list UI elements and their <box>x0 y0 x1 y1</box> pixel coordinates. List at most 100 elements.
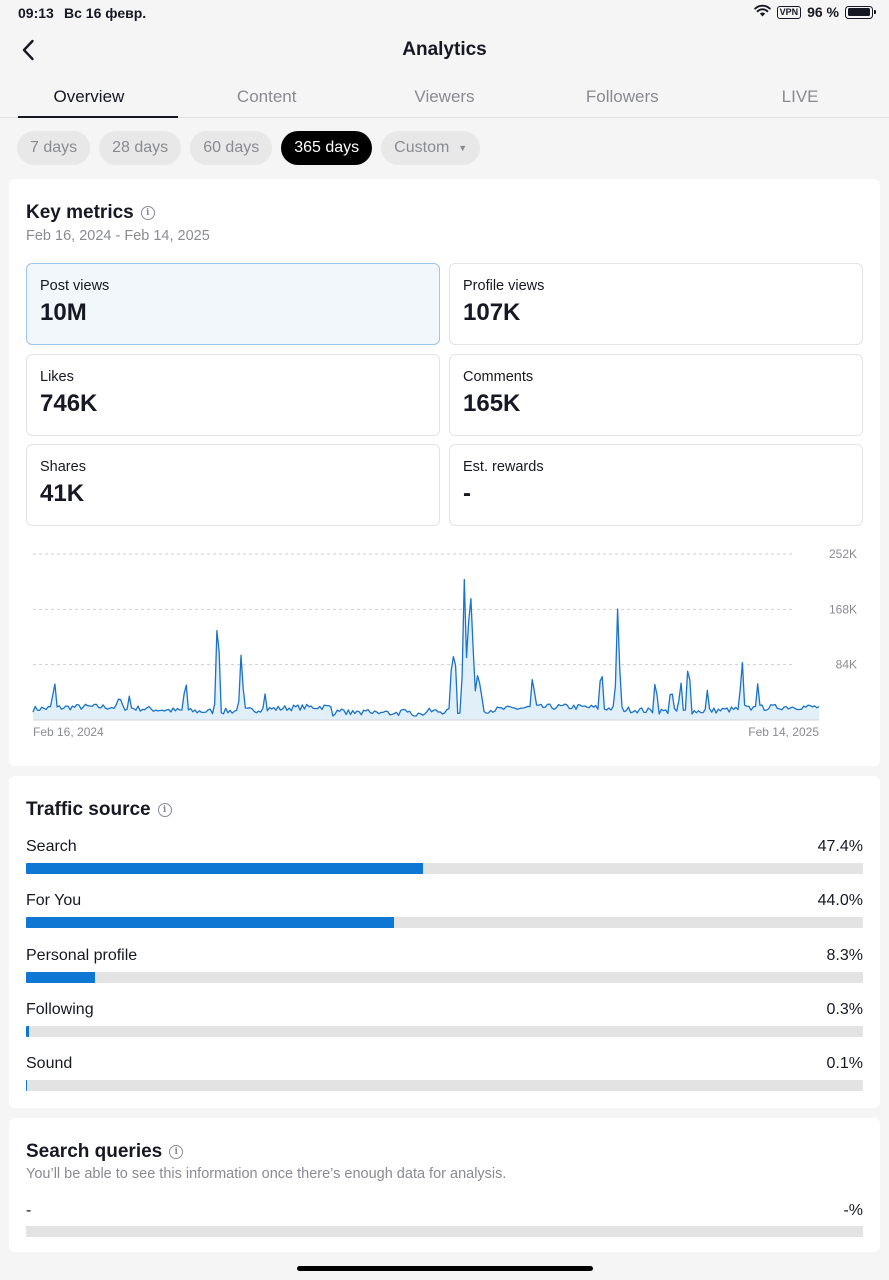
search-query-bar <box>26 1226 863 1237</box>
chart-y-tick-label: 84K <box>836 658 857 672</box>
status-date: Вс 16 февр. <box>64 5 147 21</box>
key-metrics-card: Key metrics i Feb 16, 2024 - Feb 14, 202… <box>9 179 880 766</box>
header: Analytics <box>0 26 889 74</box>
battery-percent: 96 % <box>807 4 839 20</box>
info-icon[interactable]: i <box>157 803 172 817</box>
traffic-percent: 47.4% <box>817 838 863 855</box>
tab-viewers[interactable]: Viewers <box>414 87 475 106</box>
metric-value: 746K <box>40 390 98 417</box>
range-chip-label: 60 days <box>203 139 260 156</box>
traffic-bar-track <box>26 917 863 929</box>
metric-label: Profile views <box>463 278 545 294</box>
chart-area <box>33 579 819 720</box>
metric-label: Likes <box>40 369 74 385</box>
wifi-icon <box>753 4 771 20</box>
metric-value: 165K <box>463 390 521 417</box>
range-chip-60-days[interactable]: 60 days <box>190 131 273 165</box>
range-chip-custom[interactable]: Custom ▼ <box>381 131 481 165</box>
metric-value: - <box>463 480 471 507</box>
search-query-percent: -% <box>843 1202 863 1219</box>
traffic-bar-fill <box>26 917 395 929</box>
date-range-selector: 7 days 28 days 60 days 365 days Custom ▼ <box>17 131 481 165</box>
traffic-source-title-text: Traffic source <box>26 799 151 820</box>
tab-overview[interactable]: Overview <box>0 74 178 118</box>
traffic-label: Search <box>26 838 77 855</box>
search-queries-card: Search queries i You’ll be able to see t… <box>9 1118 880 1252</box>
traffic-label: Following <box>26 1000 94 1018</box>
traffic-bar-track <box>26 1080 863 1092</box>
key-metrics-title: Key metrics i <box>26 202 155 224</box>
metric-tile-likes[interactable]: Likes 746K <box>26 354 440 436</box>
traffic-row-sound: Sound 0.1% <box>26 1055 863 1099</box>
traffic-label: Personal profile <box>26 946 138 964</box>
metric-label: Comments <box>463 369 534 385</box>
traffic-bar-fill <box>26 863 423 874</box>
metric-label: Est. rewards <box>463 459 544 475</box>
range-chip-label: 28 days <box>112 139 169 156</box>
chart-y-tick-label: 252K <box>829 547 857 561</box>
range-chip-28-days[interactable]: 28 days <box>99 131 182 165</box>
traffic-percent: 44.0% <box>817 892 863 910</box>
metric-tile-est-rewards[interactable]: Est. rewards - <box>449 444 863 526</box>
metric-value: 107K <box>463 299 521 326</box>
chart-x-label-start: Feb 16, 2024 <box>33 725 104 739</box>
range-chip-7-days[interactable]: 7 days <box>17 131 91 165</box>
traffic-percent: 0.3% <box>826 1000 863 1018</box>
metric-label: Shares <box>40 459 86 475</box>
traffic-percent: 0.1% <box>826 1055 863 1073</box>
battery-icon <box>845 5 876 19</box>
search-queries-title-text: Search queries <box>26 1141 163 1162</box>
traffic-row-personal-profile: Personal profile 8.3% <box>26 947 863 991</box>
traffic-label: For You <box>26 892 82 910</box>
info-icon[interactable]: i <box>169 1145 184 1159</box>
traffic-bar-fill <box>26 1025 29 1037</box>
search-queries-note: You’ll be able to see this information o… <box>26 1166 507 1182</box>
traffic-bar-track <box>26 971 863 983</box>
traffic-bar-track <box>26 1025 863 1037</box>
status-time: 09:13 <box>18 5 54 21</box>
status-bar: 09:13 Вс 16 февр. VPN 96 % <box>0 0 889 26</box>
metric-tile-shares[interactable]: Shares 41K <box>26 444 440 526</box>
back-button[interactable] <box>12 34 44 66</box>
traffic-source-card: Traffic source i Search 47.4% For You 44.0%… <box>9 776 880 1108</box>
tab-bar: Overview Content Viewers Followers LIVE <box>0 74 889 118</box>
metric-tile-comments[interactable]: Comments 165K <box>449 354 863 436</box>
chart-x-label-end: Feb 14, 2025 <box>748 725 819 739</box>
key-metrics-title-text: Key metrics <box>26 202 134 223</box>
traffic-row-search: Search 47.4% <box>26 838 863 882</box>
post-views-chart: 84K 168K 252K Feb 16, 2024 Feb 14, 2025 <box>32 547 857 739</box>
status-icons: VPN 96 % <box>753 4 876 20</box>
range-chip-365-days[interactable]: 365 days <box>281 131 373 165</box>
search-query-label: - <box>26 1202 32 1219</box>
home-indicator[interactable] <box>297 1266 593 1271</box>
tab-followers[interactable]: Followers <box>585 87 659 106</box>
range-chip-label: 7 days <box>30 139 78 156</box>
info-icon[interactable]: i <box>140 206 155 220</box>
traffic-bar-fill <box>26 971 96 983</box>
range-chip-label: Custom <box>394 139 450 156</box>
metric-tile-profile-views[interactable]: Profile views 107K <box>449 263 863 345</box>
traffic-bar-fill <box>26 1080 28 1092</box>
vpn-badge: VPN <box>776 5 802 19</box>
chart-line <box>32 578 820 717</box>
metric-value: 41K <box>40 480 85 507</box>
metric-value: 10M <box>40 299 87 326</box>
traffic-label: Sound <box>26 1055 73 1073</box>
chart-y-tick-label: 168K <box>829 602 857 616</box>
traffic-bar-track <box>26 863 863 874</box>
key-metrics-date-range: Feb 16, 2024 - Feb 14, 2025 <box>26 228 210 244</box>
chevron-left-icon <box>22 39 34 61</box>
traffic-source-title: Traffic source i <box>26 799 172 821</box>
range-chip-label: 365 days <box>294 139 360 156</box>
page-title: Analytics <box>402 39 487 60</box>
traffic-percent: 8.3% <box>826 946 863 964</box>
tab-live[interactable]: LIVE <box>781 87 819 106</box>
metric-tile-post-views[interactable]: Post views 10M <box>26 263 440 345</box>
caret-down-icon: ▼ <box>458 143 468 153</box>
traffic-row-following: Following 0.3% <box>26 1001 863 1045</box>
metric-label: Post views <box>40 278 110 294</box>
search-queries-title: Search queries i <box>26 1141 184 1163</box>
traffic-row-for-you: For You 44.0% <box>26 892 863 936</box>
chart-grid <box>33 553 795 666</box>
tab-content[interactable]: Content <box>236 87 297 106</box>
